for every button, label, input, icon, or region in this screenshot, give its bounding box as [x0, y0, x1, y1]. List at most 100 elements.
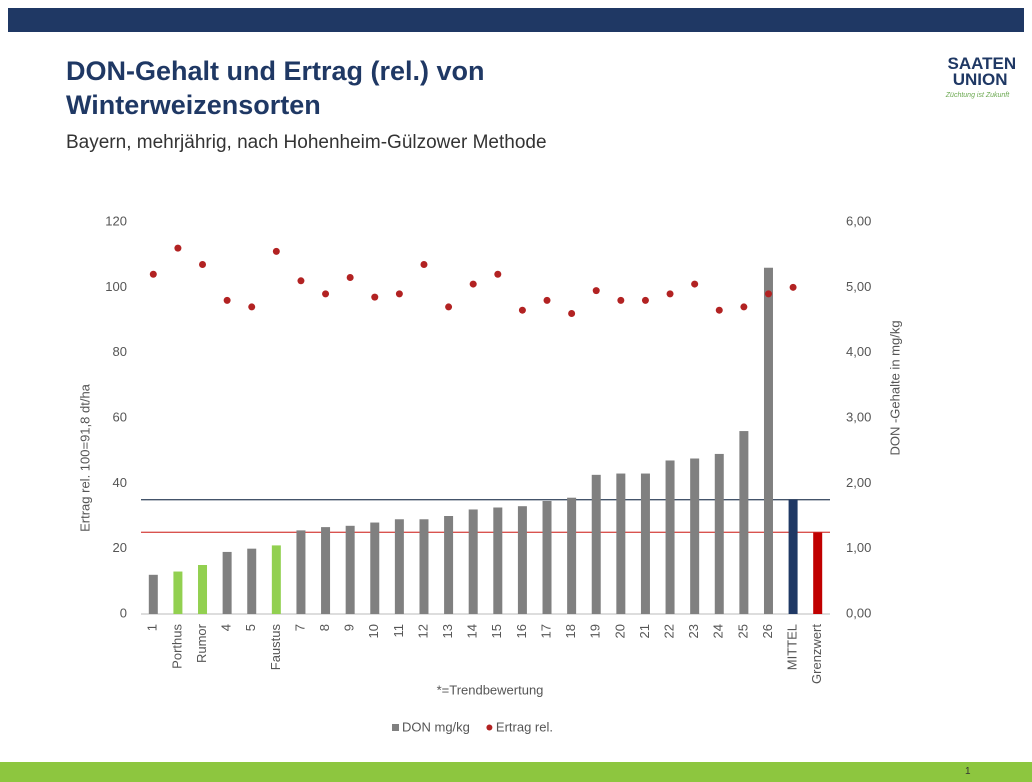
- x-tick-label: 12: [415, 624, 430, 638]
- x-tick-label: MITTEL: [785, 624, 800, 670]
- bar: [271, 545, 281, 614]
- x-tick-label: Grenzwert: [809, 624, 824, 684]
- y-tick-label: 80: [113, 344, 127, 359]
- bar: [444, 516, 454, 614]
- bar: [591, 474, 601, 614]
- point: [568, 309, 576, 317]
- point: [223, 296, 231, 304]
- x-tick-label: 1: [145, 624, 160, 631]
- top-bar: [8, 8, 1024, 32]
- x-tick-label: 26: [760, 624, 775, 638]
- bar: [763, 267, 773, 614]
- point: [199, 260, 207, 268]
- subtitle: Bayern, mehrjährig, nach Hohenheim-Gülzo…: [66, 132, 547, 153]
- y-tick-label: 60: [113, 409, 127, 424]
- x-tick-label: 4: [219, 624, 234, 631]
- bar: [296, 530, 306, 614]
- x-tick-label: 9: [342, 624, 357, 631]
- x-tick-label: 22: [661, 624, 676, 638]
- x-tick-label: 14: [465, 624, 480, 638]
- y2-tick-label: 1,00: [846, 540, 871, 555]
- bar: [542, 500, 552, 614]
- x-tick-label: 13: [440, 624, 455, 638]
- x-tick-label: Faustus: [268, 624, 283, 671]
- point: [641, 296, 649, 304]
- y-tick-label: 40: [113, 475, 127, 490]
- point: [445, 303, 453, 311]
- y2-tick-label: 0,00: [846, 605, 871, 620]
- bar: [665, 460, 675, 614]
- point: [248, 303, 256, 311]
- y2-axis-label: DON -Gehalte in mg/kg: [887, 320, 902, 455]
- point: [297, 277, 305, 285]
- y-tick-label: 120: [105, 213, 127, 228]
- bar: [714, 453, 724, 614]
- point: [740, 303, 748, 311]
- point: [469, 280, 477, 288]
- bar: [247, 548, 257, 614]
- point: [149, 270, 157, 278]
- point: [764, 290, 772, 298]
- x-tick-label: Rumor: [194, 623, 209, 663]
- point: [592, 287, 600, 295]
- legend-swatch: [486, 724, 493, 731]
- x-tick-label: 16: [514, 624, 529, 638]
- legend-label: Ertrag rel.: [496, 719, 553, 734]
- bar: [788, 499, 798, 614]
- x-tick-label: 11: [391, 624, 406, 638]
- point: [322, 290, 330, 298]
- x-tick-label: Porthus: [169, 624, 184, 669]
- bar: [468, 509, 478, 614]
- bar: [173, 571, 183, 614]
- point: [272, 247, 280, 255]
- x-tick-label: 25: [735, 624, 750, 638]
- title: DON-Gehalt und Ertrag (rel.) von Winterw…: [66, 56, 485, 120]
- bar: [198, 565, 208, 614]
- point: [789, 283, 797, 291]
- bar: [690, 458, 700, 614]
- y-tick-label: 100: [105, 279, 127, 294]
- y-tick-label: 20: [113, 540, 127, 555]
- x-tick-label: 5: [243, 624, 258, 631]
- bar: [148, 574, 158, 614]
- x-tick-label: 21: [637, 624, 652, 638]
- point: [715, 306, 723, 314]
- page-number: 1: [965, 766, 971, 777]
- y2-tick-label: 4,00: [846, 344, 871, 359]
- point: [666, 290, 674, 298]
- y2-tick-label: 2,00: [846, 475, 871, 490]
- x-tick-label: 20: [612, 624, 627, 638]
- x-tick-label: 7: [292, 624, 307, 631]
- bar: [370, 522, 380, 614]
- point: [371, 293, 379, 301]
- x-tick-label: 15: [489, 624, 504, 638]
- bar: [616, 473, 626, 614]
- y2-tick-label: 6,00: [846, 213, 871, 228]
- x-tick-label: 19: [588, 624, 603, 638]
- annotation: *=Trendbewertung: [437, 682, 544, 697]
- y-tick-label: 0: [120, 605, 127, 620]
- x-tick-label: 10: [366, 624, 381, 638]
- point: [346, 274, 354, 282]
- bar: [493, 507, 503, 614]
- y2-tick-label: 3,00: [846, 409, 871, 424]
- logo: SAATEN UNION Züchtung ist Zukunft: [930, 54, 1025, 104]
- y-axis-label: Ertrag rel. 100=91,8 dt/ha: [77, 383, 92, 532]
- point: [395, 290, 403, 298]
- bar: [739, 431, 749, 614]
- logo-text: SAATEN UNION: [947, 54, 1017, 89]
- point: [494, 270, 502, 278]
- legend-label: DON mg/kg: [402, 719, 470, 734]
- x-tick-label: 17: [538, 624, 553, 638]
- logo-tagline: Züchtung ist Zukunft: [945, 92, 1010, 99]
- point: [420, 260, 428, 268]
- bar: [517, 506, 527, 614]
- bar: [394, 519, 404, 614]
- x-tick-label: 8: [317, 624, 332, 631]
- bar: [640, 473, 650, 614]
- bar: [419, 519, 429, 614]
- x-tick-label: 24: [711, 624, 726, 638]
- bar: [813, 532, 823, 614]
